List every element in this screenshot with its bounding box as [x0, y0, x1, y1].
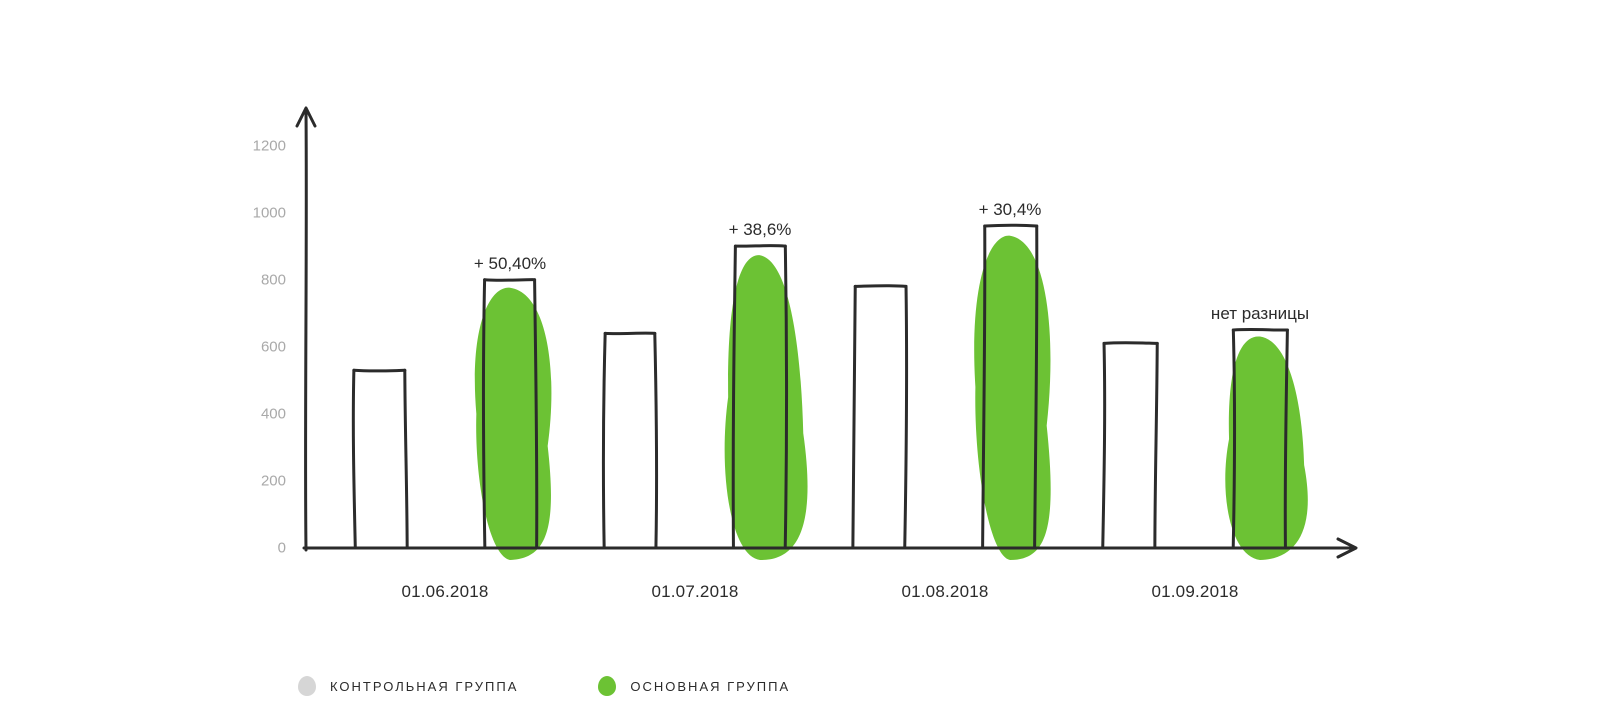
main-bar: [0, 0, 1599, 716]
legend: КОНТРОЛЬНАЯ ГРУППА ОСНОВНАЯ ГРУППА: [298, 676, 790, 696]
main-bar: [0, 0, 1599, 716]
y-tick-label: 1200: [226, 137, 286, 154]
main-bar-blob: [0, 0, 1599, 716]
delta-label: + 50,40%: [474, 254, 546, 274]
legend-item-main: ОСНОВНАЯ ГРУППА: [598, 676, 790, 696]
x-category-label: 01.07.2018: [651, 582, 738, 602]
control-bar: [0, 0, 1599, 716]
control-bar: [0, 0, 1599, 716]
legend-label-control: КОНТРОЛЬНАЯ ГРУППА: [330, 679, 518, 694]
y-tick-label: 400: [226, 405, 286, 422]
y-tick-label: 600: [226, 338, 286, 355]
y-tick-label: 0: [226, 540, 286, 557]
legend-item-control: КОНТРОЛЬНАЯ ГРУППА: [298, 676, 518, 696]
y-tick-label: 1000: [226, 204, 286, 221]
y-tick-label: 200: [226, 472, 286, 489]
control-bar: [0, 0, 1599, 716]
legend-swatch-control: [298, 676, 316, 696]
x-category-label: 01.06.2018: [401, 582, 488, 602]
x-category-label: 01.09.2018: [1151, 582, 1238, 602]
control-bar: [0, 0, 1599, 716]
axes: [0, 0, 1599, 716]
y-tick-label: 800: [226, 271, 286, 288]
main-bar-blob: [0, 0, 1599, 716]
main-bar: [0, 0, 1599, 716]
delta-label: + 30,4%: [979, 200, 1042, 220]
main-bar-blob: [0, 0, 1599, 716]
delta-label: нет разницы: [1211, 304, 1309, 324]
x-category-label: 01.08.2018: [901, 582, 988, 602]
legend-swatch-main: [598, 676, 616, 696]
main-bar-blob: [0, 0, 1599, 716]
legend-label-main: ОСНОВНАЯ ГРУППА: [630, 679, 790, 694]
main-bar: [0, 0, 1599, 716]
chart-stage: 0 200 400 600 800 1000 1200 + 50,40% 01.06.2018 +…: [0, 0, 1599, 716]
delta-label: + 38,6%: [729, 220, 792, 240]
